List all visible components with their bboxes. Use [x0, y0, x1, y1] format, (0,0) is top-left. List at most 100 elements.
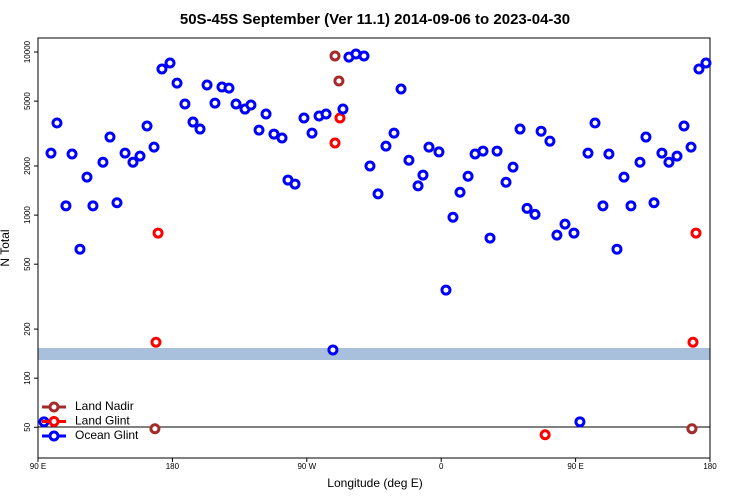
data-point [700, 57, 712, 69]
data-point [568, 227, 580, 239]
data-point [484, 232, 496, 244]
data-point [582, 147, 594, 159]
data-point [447, 211, 459, 223]
data-point [268, 128, 280, 140]
data-point [45, 147, 57, 159]
y-tick-label: 1000 [23, 206, 32, 224]
data-point [97, 156, 109, 168]
band [38, 348, 710, 360]
data-point [521, 202, 533, 214]
x-tick-label: 90 E [30, 462, 46, 471]
data-point [171, 77, 183, 89]
data-point [364, 160, 376, 172]
data-point [395, 83, 407, 95]
data-point [693, 63, 705, 75]
data-point [640, 131, 652, 143]
data-point [618, 171, 630, 183]
data-point [648, 197, 660, 209]
data-point [156, 63, 168, 75]
data-point [245, 99, 257, 111]
data-point [60, 200, 72, 212]
data-point [334, 112, 346, 124]
legend-marker [48, 401, 60, 413]
data-point [223, 82, 235, 94]
data-point [535, 125, 547, 137]
data-point [201, 79, 213, 91]
data-point [66, 148, 78, 160]
data-point [440, 284, 452, 296]
data-point [574, 416, 586, 428]
data-point [87, 200, 99, 212]
data-point [500, 176, 512, 188]
data-point [372, 188, 384, 200]
data-point [687, 336, 699, 348]
data-point [327, 344, 339, 356]
data-point [320, 108, 332, 120]
data-point [423, 141, 435, 153]
data-point [152, 227, 164, 239]
x-tick-label: 180 [703, 462, 717, 471]
data-point [134, 150, 146, 162]
data-point [74, 243, 86, 255]
data-point [611, 243, 623, 255]
data-point [678, 120, 690, 132]
plot-frame [37, 37, 711, 459]
data-point [230, 98, 242, 110]
data-point [141, 120, 153, 132]
data-point [597, 200, 609, 212]
data-point [603, 148, 615, 160]
y-tick-label: 2000 [23, 157, 32, 175]
chart-title: 50S-45S September (Ver 11.1) 2014-09-06 … [180, 11, 570, 28]
data-point [260, 108, 272, 120]
data-point [209, 97, 221, 109]
data-point [164, 57, 176, 69]
data-point [388, 127, 400, 139]
data-point [544, 135, 556, 147]
data-point [551, 229, 563, 241]
data-point [412, 180, 424, 192]
data-point [298, 112, 310, 124]
data-point [119, 147, 131, 159]
y-axis-label: N Total [0, 229, 12, 266]
data-point [329, 137, 341, 149]
data-point [656, 147, 668, 159]
data-point [417, 169, 429, 181]
legend-label: Land Glint [75, 414, 130, 428]
y-tick-label: 500 [23, 257, 32, 271]
data-point [559, 218, 571, 230]
x-tick-label: 180 [166, 462, 180, 471]
data-point [539, 429, 551, 441]
data-point [686, 423, 698, 435]
data-point [51, 117, 63, 129]
data-point [589, 117, 601, 129]
data-point [358, 50, 370, 62]
y-tick-label: 10000 [23, 40, 32, 63]
data-point [685, 141, 697, 153]
y-tick-label: 200 [23, 322, 32, 336]
data-point [179, 98, 191, 110]
data-point [514, 123, 526, 135]
data-point [148, 141, 160, 153]
legend-marker [48, 416, 60, 427]
data-point [433, 146, 445, 158]
data-point [690, 227, 702, 239]
data-point [104, 131, 116, 143]
data-point [403, 154, 415, 166]
data-point [150, 336, 162, 348]
data-point [149, 423, 161, 435]
data-point [81, 171, 93, 183]
x-tick-label: 0 [439, 462, 444, 471]
data-point [337, 103, 349, 115]
y-tick-label: 100 [23, 371, 32, 385]
data-point [253, 124, 265, 136]
y-tick-label: 5000 [23, 92, 32, 110]
data-point [306, 127, 318, 139]
x-tick-label: 90 E [567, 462, 583, 471]
data-point [194, 123, 206, 135]
data-point [333, 75, 345, 87]
data-point [663, 156, 675, 168]
data-point [187, 116, 199, 128]
legend-label: Ocean Glint [75, 428, 139, 442]
data-point [507, 161, 519, 173]
